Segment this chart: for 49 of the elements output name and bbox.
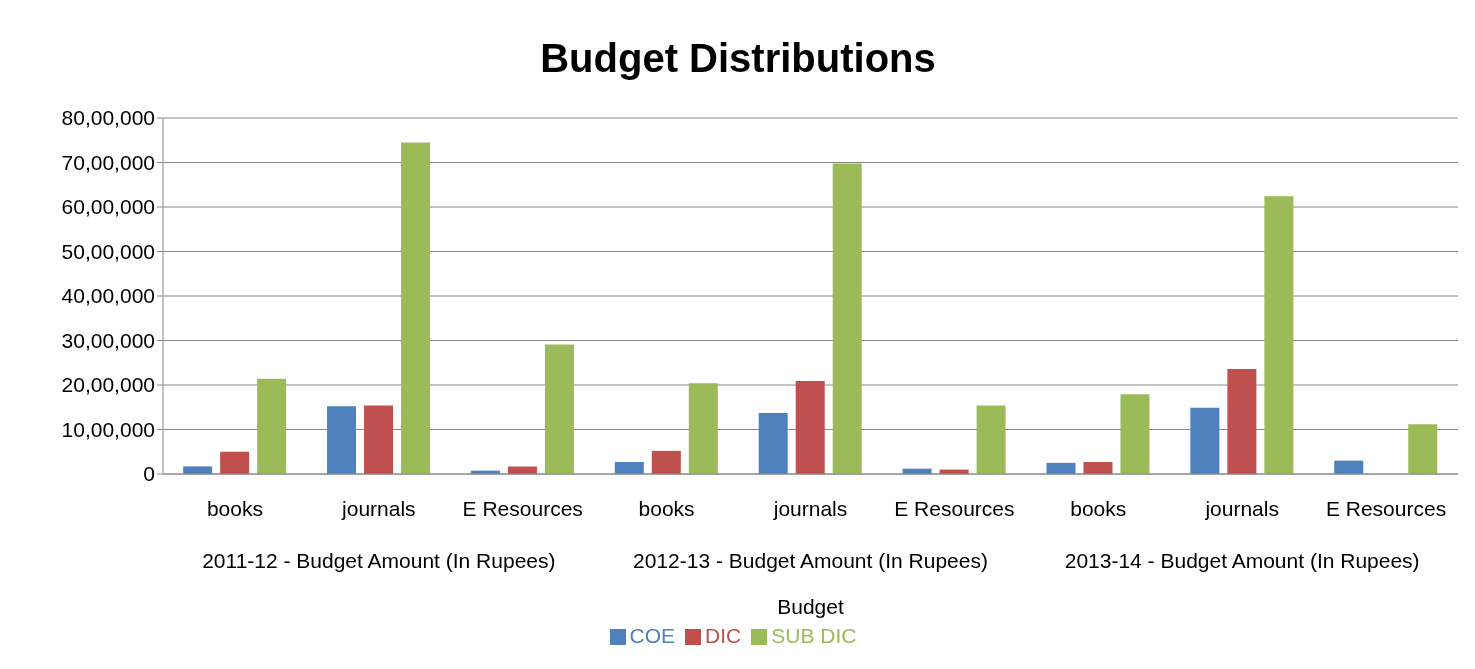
bar bbox=[1046, 462, 1076, 474]
y-tick-label: 0 bbox=[143, 462, 155, 486]
x-tick-label: books bbox=[206, 497, 263, 520]
text: 2011-12 - Budget Amount (In Rupees) bbox=[202, 549, 556, 572]
bar bbox=[614, 461, 644, 474]
x-tick-label: E Resources bbox=[894, 497, 1015, 520]
bar bbox=[183, 466, 213, 474]
y-tick-label: 70,00,000 bbox=[61, 150, 155, 174]
bar bbox=[758, 413, 788, 474]
bar bbox=[795, 381, 825, 474]
bar bbox=[1334, 460, 1364, 474]
x-tick-label: journals bbox=[772, 497, 848, 520]
x-axis-title: Budget bbox=[777, 595, 844, 618]
x-tick-label: E Resources bbox=[1325, 497, 1447, 520]
bar bbox=[832, 163, 862, 474]
y-tick-label: 40,00,000 bbox=[61, 284, 155, 308]
bar bbox=[1264, 196, 1294, 474]
bar bbox=[364, 405, 394, 474]
text: 2012-13 - Budget Amount (In Rupees) bbox=[633, 549, 988, 572]
bar bbox=[327, 406, 357, 474]
bar bbox=[257, 378, 287, 474]
bar bbox=[1408, 424, 1438, 474]
x-tick-label: books bbox=[638, 497, 695, 520]
y-tick-label: 30,00,000 bbox=[61, 328, 155, 352]
chart-title: Budget Distributions bbox=[539, 35, 937, 82]
y-tick-label: 60,00,000 bbox=[61, 195, 155, 219]
x-tick-label: E Resources bbox=[462, 497, 583, 520]
y-tick-label: 50,00,000 bbox=[61, 239, 155, 263]
bar bbox=[688, 383, 718, 474]
bar bbox=[507, 466, 537, 474]
bar bbox=[220, 451, 250, 474]
bar bbox=[544, 344, 574, 474]
bar bbox=[401, 142, 431, 474]
bar bbox=[1227, 368, 1257, 474]
x-tick-label: journals bbox=[341, 497, 416, 520]
y-tick-label: 80,00,000 bbox=[61, 106, 155, 130]
bar bbox=[651, 450, 681, 474]
x-tick-label: books bbox=[1070, 497, 1127, 520]
bar bbox=[1120, 394, 1150, 474]
legend-label: DIC bbox=[705, 624, 742, 647]
text: 2013-14 - Budget Amount (In Rupees) bbox=[1064, 549, 1420, 572]
y-tick-label: 10,00,000 bbox=[61, 417, 155, 441]
bar bbox=[976, 405, 1006, 474]
x-tick-label: journals bbox=[1204, 497, 1279, 520]
legend-label: SUB DIC bbox=[771, 624, 857, 647]
bar bbox=[1190, 407, 1220, 474]
legend-label: COE bbox=[629, 624, 676, 647]
y-tick-label: 20,00,000 bbox=[61, 373, 155, 397]
bar bbox=[1083, 461, 1113, 474]
